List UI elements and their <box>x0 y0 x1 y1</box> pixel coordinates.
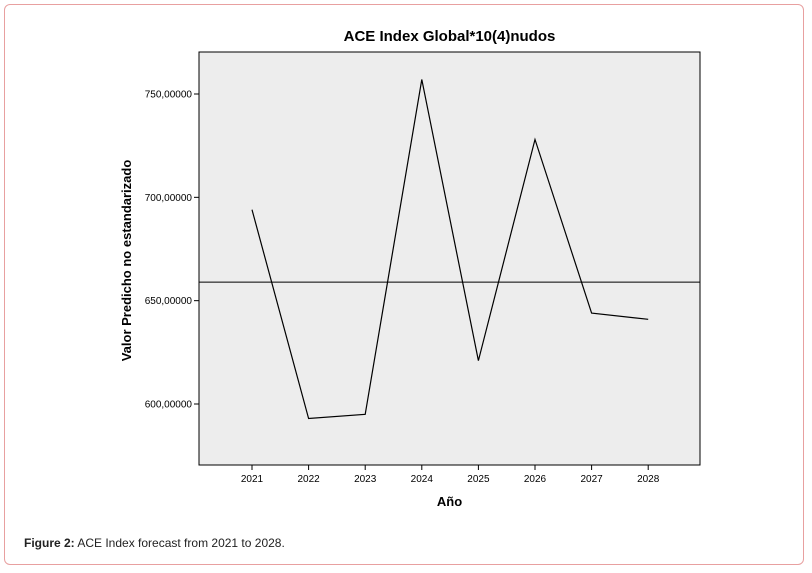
x-tick-label: 2025 <box>467 474 490 485</box>
x-tick-label: 2021 <box>241 474 264 485</box>
x-tick-label: 2027 <box>580 474 603 485</box>
figure-caption: Figure 2: ACE Index forecast from 2021 t… <box>24 536 285 550</box>
series-line <box>251 79 649 420</box>
plot-area <box>198 51 701 466</box>
x-axis-label: Año <box>437 494 462 509</box>
caption-label: Figure 2: <box>24 536 75 550</box>
x-tick-label: 2024 <box>411 474 434 485</box>
x-tick-label: 2028 <box>637 474 660 485</box>
chart-title: ACE Index Global*10(4)nudos <box>344 28 556 45</box>
y-tick-label: 650,00000 <box>145 296 193 307</box>
y-axis-label: Valor Predicho no estandarizado <box>119 160 134 362</box>
x-tick-label: 2026 <box>524 474 547 485</box>
y-tick-label: 600,00000 <box>145 400 193 411</box>
x-tick-label: 2022 <box>297 474 320 485</box>
y-tick-label: 700,00000 <box>145 193 193 204</box>
axis-ticks: 600,00000 650,00000 700,00000 750,00000 2021… <box>145 90 660 486</box>
caption-text: ACE Index forecast from 2021 to 2028. <box>77 536 285 550</box>
x-tick-label: 2023 <box>354 474 377 485</box>
line-chart: ACE Index Global*10(4)nudos Año Valor Pr… <box>119 28 701 509</box>
y-tick-label: 750,00000 <box>145 90 193 101</box>
